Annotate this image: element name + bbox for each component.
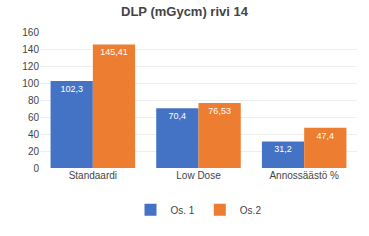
svg-text:20: 20 bbox=[28, 146, 40, 157]
svg-text:140: 140 bbox=[22, 44, 39, 55]
svg-text:31,2: 31,2 bbox=[274, 144, 292, 154]
svg-text:0: 0 bbox=[33, 163, 39, 174]
svg-text:Standaardi: Standaardi bbox=[69, 170, 117, 181]
svg-text:Low Dose: Low Dose bbox=[176, 170, 221, 181]
svg-text:102,3: 102,3 bbox=[60, 84, 83, 94]
svg-text:Os. 1: Os. 1 bbox=[171, 205, 195, 216]
svg-text:DLP (mGycm) rivi 14: DLP (mGycm) rivi 14 bbox=[121, 4, 249, 19]
svg-text:160: 160 bbox=[22, 27, 39, 38]
svg-text:76,53: 76,53 bbox=[208, 106, 231, 116]
svg-text:Annossäästö %: Annossäästö % bbox=[269, 170, 339, 181]
svg-text:145,41: 145,41 bbox=[100, 47, 128, 57]
svg-text:120: 120 bbox=[22, 61, 39, 72]
svg-text:Os.2: Os.2 bbox=[240, 205, 262, 216]
svg-text:70,4: 70,4 bbox=[169, 111, 187, 121]
svg-text:80: 80 bbox=[28, 95, 40, 106]
svg-text:100: 100 bbox=[22, 78, 39, 89]
svg-text:60: 60 bbox=[28, 112, 40, 123]
svg-text:40: 40 bbox=[28, 129, 40, 140]
svg-text:47,4: 47,4 bbox=[317, 131, 335, 141]
